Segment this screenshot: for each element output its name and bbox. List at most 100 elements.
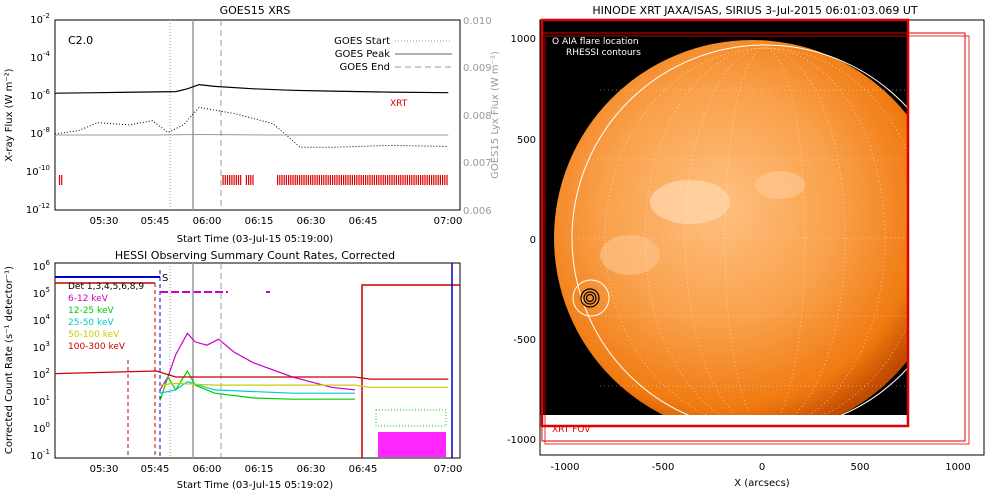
hessi-series-100-300-keV [54,370,449,380]
xrt-observation-tick [290,175,292,185]
xrt-observation-tick [376,175,378,185]
goes-xrt-observation-bars [58,175,448,185]
xrt-observation-tick [404,175,406,185]
goes-series-line [55,133,449,136]
hessi-xtick: 06:00 [193,464,222,475]
goes-class-label: C2.0 [68,34,93,47]
xrt-observation-tick [343,175,345,185]
xrt-xlabel: X (arcsecs) [734,478,790,489]
xrt-observation-tick [316,175,318,185]
xrt-observation-tick [252,175,254,185]
goes-plot-frame [54,19,461,211]
xrt-observation-tick [400,175,402,185]
hessi-legend: Det 1,3,4,5,6,8,9 6-12 keV 12-25 keV 25-… [68,282,144,352]
xrt-ytick-500: 500 [517,135,536,146]
goes-legend-start: GOES Start [334,36,390,47]
hessi-series-50-100-keV [160,382,449,388]
xrt-observation-tick [446,175,448,185]
goes-y2tick: 0.010 [463,16,492,27]
xrt-observation-tick [371,175,373,185]
hessi-legend-50-100: 50-100 keV [68,330,120,340]
hessi-series-25-50-keV [159,381,355,394]
goes-series-line [54,106,449,148]
hessi-plot-frame [54,262,461,459]
xrt-observation-tick [310,175,312,185]
flare-markers [572,279,610,317]
goes-xlabel: Start Time (03-Jul-15 05:19:00) [177,234,334,245]
xrt-observation-tick [439,175,441,185]
hessi-ylabel: Corrected Count Rate (s⁻¹ detector⁻¹) [4,266,15,454]
hessi-panel: HESSI Observing Summary Count Rates, Cor… [4,249,462,491]
xrt-observation-tick [413,175,415,185]
goes-legend-end: GOES End [340,62,390,73]
hessi-xtick: 05:30 [90,464,119,475]
xrt-observation-tick [402,175,404,185]
active-region [755,171,805,199]
xrt-observation-tick [233,175,235,185]
xrt-observation-tick [365,175,367,185]
xrt-observation-tick [409,175,411,185]
xrt-observation-tick [406,175,408,185]
xrt-sun-image [554,40,908,415]
goes-xtick: 06:45 [349,216,378,227]
goes-ylabel-right: GOES15 Lyx Flux (W m⁻²) [490,51,501,179]
hessi-s-marker: S [162,273,168,284]
xrt-observation-tick [222,175,224,185]
xrt-observation-tick [325,175,327,185]
xrt-observation-tick [283,175,285,185]
xrt-observation-tick [367,175,369,185]
xrt-observation-tick [437,175,439,185]
hessi-title: HESSI Observing Summary Count Rates, Cor… [115,249,395,262]
hessi-decimation-bars [375,409,447,457]
xrt-observation-tick [327,175,329,185]
xrt-observation-tick [285,175,287,185]
xrt-observation-tick [395,175,397,185]
xrt-xtick-minus500: -500 [652,462,675,473]
hessi-decimation-block [378,432,446,457]
goes-legend-peak: GOES Peak [335,49,390,60]
xrt-observation-tick [354,175,356,185]
xrt-title: HINODE XRT JAXA/ISAS, SIRIUS 3-Jul-2015 … [592,4,918,17]
xrt-observation-tick [411,175,413,185]
goes-xtick: 07:00 [434,216,463,227]
xrt-observation-tick [312,175,314,185]
goes-ylabel-left: X-ray Flux (W m⁻²) [4,68,15,161]
hessi-legend-6-12: 6-12 keV [68,294,109,304]
xrt-observation-tick [428,175,430,185]
xrt-observation-tick [356,175,358,185]
xrt-xtick-minus1000: -1000 [550,462,579,473]
goes-y2tick: 0.006 [463,206,492,217]
goes-y2tick: 0.007 [463,158,492,169]
xrt-observation-tick [360,175,362,185]
heliographic-grid [575,47,908,415]
xrt-ytick-1000: 1000 [511,34,536,45]
rhessi-contour [583,291,597,305]
xrt-observation-tick [231,175,233,185]
xrt-observation-tick [373,175,375,185]
xrt-observation-tick [345,175,347,185]
active-region [600,235,660,275]
xrt-ytick-minus500: -500 [513,335,536,346]
xrt-observation-tick [422,175,424,185]
goes-xrt-label: XRT [390,99,408,109]
goes-xtick: 05:30 [90,216,119,227]
xrt-observation-tick [415,175,417,185]
xrt-observation-tick [61,175,63,185]
xrt-observation-tick [321,175,323,185]
hessi-green-ticks [375,409,447,427]
hessi-night-line [361,284,460,458]
xrt-panel: HINODE XRT JAXA/ISAS, SIRIUS 3-Jul-2015 … [507,4,985,489]
hessi-series-12-25-keV [159,369,355,401]
hessi-xlabel: Start Time (03-Jul-15 05:19:02) [177,480,334,491]
goes-panel: GOES15 XRS C2.0 10-2 10-4 10-6 10-8 10-1… [4,4,501,245]
xrt-observation-tick [435,175,437,185]
goes-ytick-1e-8: 10-8 [30,126,50,140]
xrt-observation-tick [369,175,371,185]
xrt-observation-tick [393,175,395,185]
aia-flare-location-circle [572,279,610,317]
xrt-fov-box-secondary [541,32,966,442]
xrt-observation-tick [235,175,237,185]
xrt-observation-tick [323,175,325,185]
xrt-fov-label: XRT FOV [552,425,591,435]
